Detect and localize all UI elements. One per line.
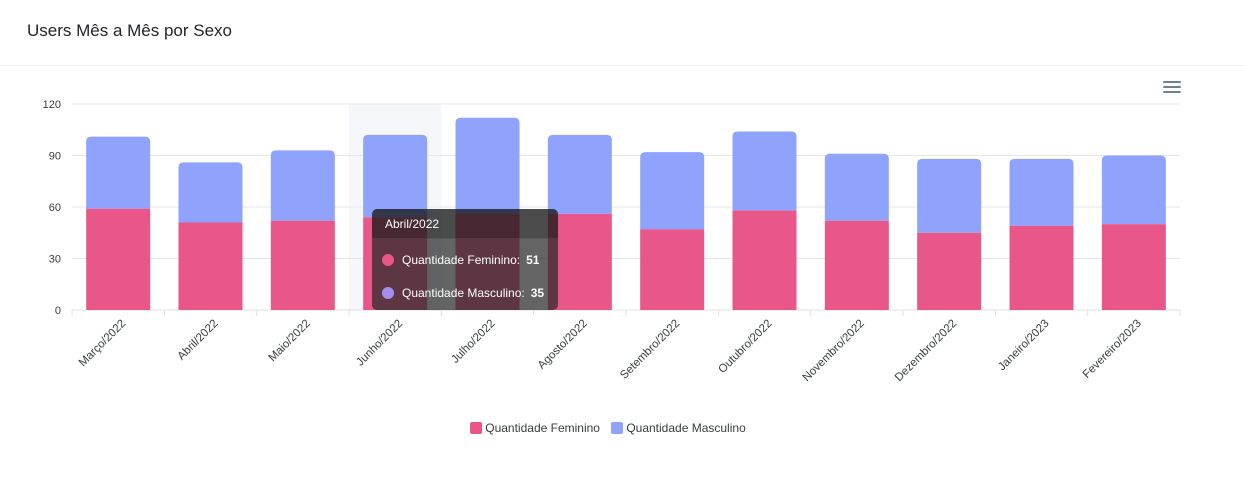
bar-masculino	[732, 131, 797, 211]
tooltip-row-feminino: Quantidade Feminino: 51	[382, 252, 539, 268]
y-tick-label: 120	[43, 99, 61, 111]
bar-masculino	[363, 134, 428, 218]
bar-feminino	[732, 210, 797, 310]
x-tick-label: Junho/2022	[354, 318, 405, 369]
tooltip-title: Abril/2022	[372, 209, 558, 239]
bar-masculino	[455, 117, 520, 214]
y-tick-label: 30	[49, 254, 61, 266]
bar-masculino	[178, 162, 243, 223]
bar-feminino	[86, 208, 151, 310]
legend-item-masculino[interactable]: Quantidade Masculino	[611, 421, 746, 435]
bar-feminino	[1101, 224, 1166, 310]
x-tick-label: Julho/2022	[449, 318, 497, 366]
bar-masculino	[917, 158, 982, 233]
bar-masculino	[86, 136, 151, 209]
bar-feminino	[270, 220, 335, 310]
bar-masculino	[270, 150, 335, 221]
bar-feminino	[824, 220, 889, 310]
chart-title: Users Mês a Mês por Sexo	[27, 21, 233, 40]
x-tick-label: Março/2022	[77, 318, 128, 369]
x-tick-label: Abril/2022	[176, 318, 221, 363]
x-tick-label: Janeiro/2023	[996, 318, 1052, 374]
bar-masculino	[1101, 155, 1166, 225]
chart-legend: Quantidade Feminino Quantidade Masculino	[0, 421, 1216, 435]
legend-label: Quantidade Masculino	[626, 421, 746, 435]
tooltip-label: Quantidade Masculino:	[402, 286, 525, 300]
tooltip-value: 51	[526, 253, 540, 267]
bar-feminino	[1009, 225, 1074, 310]
card-header: Users Mês a Mês por Sexo	[0, 0, 1244, 66]
bar-feminino	[640, 229, 705, 310]
x-tick-label: Dezembro/2022	[893, 318, 959, 384]
tooltip-label: Quantidade Feminino:	[402, 253, 521, 267]
legend-label: Quantidade Feminino	[485, 421, 600, 435]
tooltip-dot-masculino	[382, 287, 394, 299]
x-tick-label: Setembro/2022	[618, 318, 682, 382]
legend-swatch-feminino	[470, 422, 483, 434]
legend-item-feminino[interactable]: Quantidade Feminino	[470, 421, 600, 435]
chart-tooltip: Abril/2022 Quantidade Feminino: 51 Quanti…	[372, 209, 558, 310]
tooltip-dot-feminino	[382, 254, 394, 266]
bar-feminino	[178, 222, 243, 310]
y-tick-label: 90	[49, 151, 61, 163]
tooltip-value: 35	[530, 286, 545, 300]
legend-swatch-masculino	[611, 422, 624, 434]
bar-masculino	[640, 152, 705, 230]
hamburger-menu-icon[interactable]	[1163, 81, 1181, 95]
y-tick-label: 0	[55, 305, 61, 317]
bar-feminino	[547, 213, 612, 310]
x-tick-label: Agosto/2022	[536, 318, 590, 372]
bar-masculino	[824, 153, 889, 221]
tooltip-row-masculino: Quantidade Masculino: 35	[382, 285, 544, 301]
bar-feminino	[917, 232, 982, 310]
x-tick-label: Fevereiro/2023	[1081, 318, 1144, 381]
y-tick-label: 60	[49, 202, 61, 214]
bar-masculino	[547, 134, 612, 214]
x-tick-label: Novembro/2022	[801, 318, 867, 384]
bar-masculino	[1009, 158, 1074, 226]
x-tick-label: Maio/2022	[266, 318, 312, 364]
x-tick-label: Outubro/2022	[716, 318, 774, 376]
